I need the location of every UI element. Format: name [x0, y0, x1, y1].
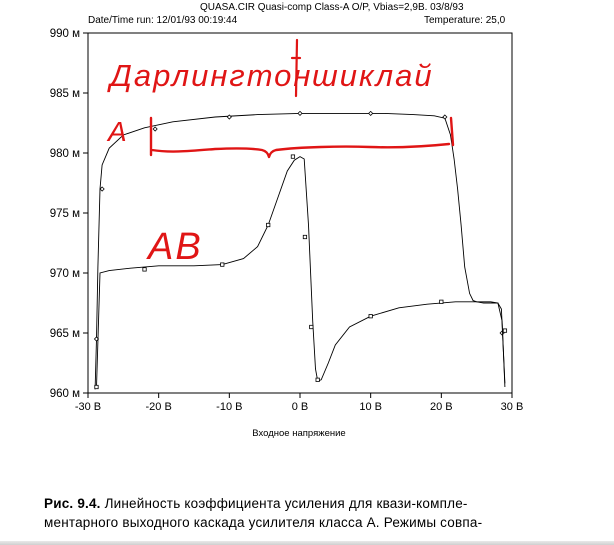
data-point-class-a: [297, 110, 303, 116]
x-tick-label: -20 В: [146, 401, 172, 413]
series-line-class-ab: [96, 156, 506, 388]
x-axis-label: Входное напряжение: [252, 428, 345, 439]
y-tick-label: 990 м: [50, 28, 80, 40]
data-point-class-ab: [302, 234, 308, 240]
data-point-class-a: [99, 186, 105, 192]
y-tick-label: 965 м: [50, 328, 80, 340]
y-tick-label: 980 м: [50, 148, 80, 160]
data-point-class-ab: [142, 267, 147, 272]
chart-title: QUASA.CIR Quasi-comp Class-A O/P, Vbias=…: [200, 2, 464, 13]
x-tick-label: 10 В: [359, 401, 382, 413]
data-point-class-ab: [266, 222, 271, 228]
data-point-class-ab: [502, 328, 508, 333]
data-point-class-a: [152, 126, 158, 132]
temperature-readout: Temperature: 25,0: [424, 15, 506, 26]
gain-linearity-chart: -30 В -20 В -10 В 0 В 10 В 20 В 30 В 960 м 965 м…: [50, 28, 524, 439]
x-tick-label: -10 В: [216, 401, 242, 413]
data-point-class-ab: [309, 324, 314, 330]
data-point-class-a: [226, 114, 232, 120]
x-tick-label: 30 В: [501, 401, 524, 413]
data-point-class-ab: [368, 314, 373, 319]
run-datetime: Date/Time run: 12/01/93 00:19:44: [88, 15, 238, 26]
annotation-divider: [290, 38, 302, 98]
data-point-class-a: [442, 114, 448, 120]
annotation-sziklai: шиклай: [312, 58, 434, 93]
annotation-class-ab: АВ: [146, 226, 203, 268]
y-tick-label: 975 м: [50, 208, 80, 220]
data-point-class-a: [368, 110, 374, 116]
caption-label: Рис. 9.4.: [44, 496, 101, 511]
x-tick-label: 20 В: [430, 401, 453, 413]
data-point-class-ab: [290, 154, 296, 159]
data-point-class-ab: [315, 377, 320, 382]
figure-caption: Рис. 9.4. Линейность коэффициента усилен…: [44, 494, 609, 532]
handwritten-annotations: Дарлингтон шиклай А АВ: [106, 38, 455, 268]
caption-line-1: Линейность коэффициента усиления для ква…: [104, 496, 468, 511]
x-tick-label: -30 В: [75, 401, 101, 413]
data-point-class-ab: [94, 384, 99, 390]
x-tick-label: 0 В: [292, 401, 309, 413]
data-point-class-ab: [220, 262, 225, 267]
caption-line-2: ментарного выходного каскада усилителя к…: [44, 515, 483, 530]
y-tick-label: 970 м: [50, 268, 80, 280]
annotation-class-a: А: [106, 116, 127, 147]
annotation-darlington: Дарлингтон: [107, 58, 312, 93]
y-tick-label: 960 м: [50, 388, 80, 400]
data-point-class-ab: [439, 299, 444, 304]
y-tick-label: 985 м: [50, 88, 80, 100]
page-edge: [0, 541, 614, 545]
annotation-bracket: [149, 116, 455, 159]
